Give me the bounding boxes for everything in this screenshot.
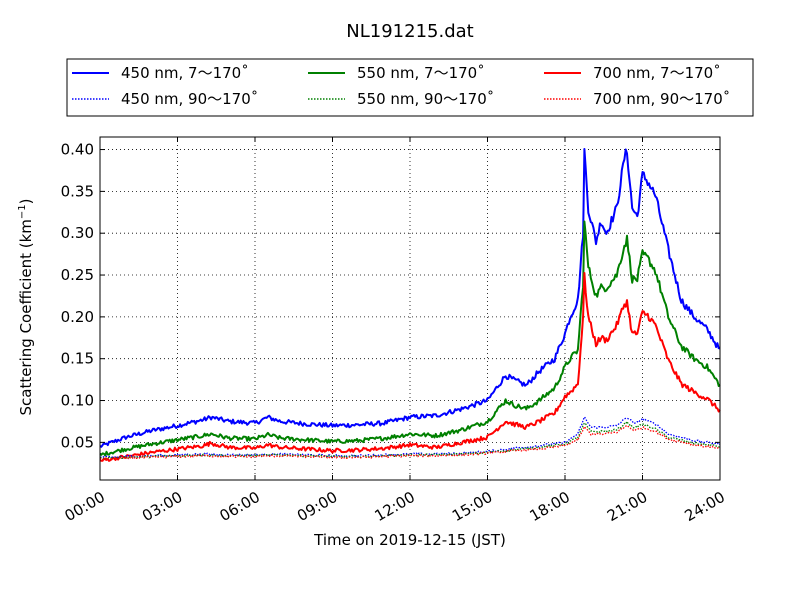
x-tick-label: 21:00 — [604, 488, 650, 525]
y-axis-label-close: ) — [17, 198, 35, 204]
x-tick-label: 09:00 — [294, 488, 340, 525]
series-line — [99, 220, 721, 457]
legend-label: 450 nm, 7～170˚ — [121, 64, 249, 82]
y-axis-label-superscript: −1 — [17, 204, 28, 219]
legend-label: 700 nm, 90～170˚ — [593, 90, 730, 108]
legend-label: 550 nm, 90～170˚ — [357, 90, 494, 108]
y-axis-label: Scattering Coefficient (km−1) — [17, 198, 35, 415]
y-tick-label: 0.10 — [61, 392, 94, 410]
legend-label: 700 nm, 7～170˚ — [593, 64, 721, 82]
x-axis-label: Time on 2019-12-15 (JST) — [313, 531, 506, 549]
y-tick-label: 0.25 — [61, 266, 94, 284]
legend: 450 nm, 7～170˚ 550 nm, 7～170˚ 700 nm, 7～17… — [66, 58, 754, 117]
series-line — [99, 424, 721, 461]
series-line — [99, 272, 721, 462]
legend-label: 550 nm, 7～170˚ — [357, 64, 485, 82]
y-tick-label: 0.20 — [61, 308, 94, 326]
series-group — [99, 148, 721, 462]
y-axis-label-main: Scattering Coefficient (km — [17, 219, 35, 415]
chart-title: NL191215.dat — [346, 21, 473, 42]
series-line — [99, 420, 721, 460]
y-tick-label: 0.40 — [61, 141, 94, 159]
y-tick-label: 0.30 — [61, 224, 94, 242]
series-line — [99, 148, 721, 448]
x-tick-label: 18:00 — [527, 488, 573, 525]
y-tick-label: 0.35 — [61, 182, 94, 200]
legend-label: 450 nm, 90～170˚ — [121, 90, 258, 108]
legend-box — [66, 58, 754, 117]
x-tick-label: 15:00 — [449, 488, 495, 525]
y-tick-label: 0.15 — [61, 350, 94, 368]
plot-background — [100, 137, 720, 480]
x-tick-label: 03:00 — [139, 488, 185, 525]
x-tick-label: 24:00 — [682, 488, 728, 525]
plot-area: 00:00 03:00 06:00 09:00 12:00 15:00 18:00 21:00… — [61, 136, 728, 525]
x-tick-label: 12:00 — [372, 488, 418, 525]
y-tick-label: 0.05 — [61, 433, 94, 451]
x-tick-label: 00:00 — [62, 488, 108, 525]
x-tick-label: 06:00 — [217, 488, 263, 525]
